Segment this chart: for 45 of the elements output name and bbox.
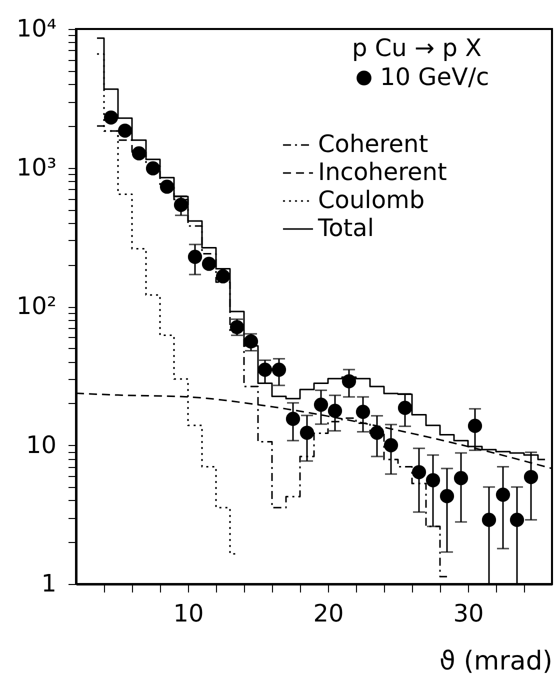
x-tick-label: 20 bbox=[313, 600, 344, 628]
legend-label: Coherent bbox=[318, 130, 428, 158]
legend-label: 10 GeV/c bbox=[380, 63, 490, 91]
point bbox=[202, 256, 216, 271]
point bbox=[412, 465, 426, 480]
point bbox=[482, 512, 496, 527]
x-tick-label: 30 bbox=[453, 600, 484, 628]
point bbox=[300, 426, 314, 440]
point bbox=[370, 426, 384, 440]
point bbox=[174, 198, 188, 212]
point bbox=[510, 512, 524, 527]
point bbox=[328, 404, 342, 418]
point bbox=[496, 488, 510, 502]
point bbox=[104, 110, 118, 125]
point bbox=[454, 471, 468, 486]
point bbox=[468, 418, 482, 433]
point bbox=[524, 470, 538, 484]
point bbox=[244, 334, 258, 348]
y-tick-label: 10 bbox=[26, 430, 56, 459]
point bbox=[188, 250, 202, 264]
point bbox=[314, 398, 328, 412]
x-axis-title: ϑ (mrad) bbox=[439, 646, 552, 676]
y-tick-label: 10⁴ bbox=[16, 14, 56, 42]
x-tick-label: 10 bbox=[173, 600, 204, 628]
point bbox=[384, 438, 398, 452]
point bbox=[398, 400, 412, 415]
point bbox=[440, 489, 454, 504]
point bbox=[286, 412, 300, 426]
legend-label: Coulomb bbox=[318, 186, 425, 214]
y-tick-label: 10² bbox=[16, 292, 56, 320]
point bbox=[216, 269, 230, 284]
point bbox=[132, 146, 146, 160]
point bbox=[356, 404, 370, 419]
y-tick-label: 10³ bbox=[16, 153, 56, 182]
y-tick-label: 1 bbox=[41, 570, 56, 598]
point bbox=[342, 374, 356, 388]
point bbox=[272, 362, 286, 377]
legend-label: Incoherent bbox=[318, 158, 447, 186]
point bbox=[258, 362, 272, 377]
point bbox=[146, 161, 160, 176]
legend-title: p Cu → p X bbox=[352, 34, 482, 62]
point bbox=[426, 473, 440, 488]
point bbox=[160, 180, 174, 194]
legend-label: Total bbox=[317, 214, 374, 242]
point bbox=[118, 124, 132, 138]
